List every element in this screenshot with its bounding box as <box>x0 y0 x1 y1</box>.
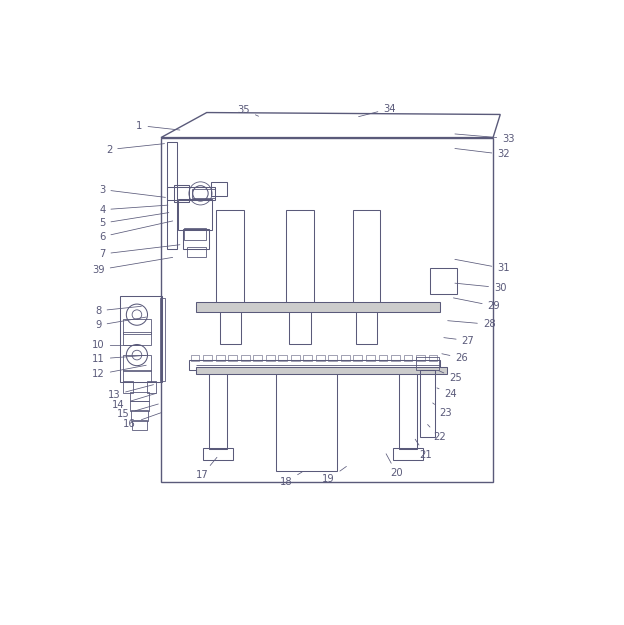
Text: 22: 22 <box>427 424 446 442</box>
Bar <box>431 268 457 294</box>
Bar <box>167 187 215 200</box>
Bar <box>356 305 377 344</box>
Bar <box>276 367 337 471</box>
Bar <box>183 229 209 249</box>
Bar <box>379 354 387 361</box>
Bar <box>420 369 436 437</box>
Text: 1: 1 <box>136 121 180 131</box>
Text: 39: 39 <box>92 258 173 275</box>
Text: 21: 21 <box>415 439 432 460</box>
Text: 8: 8 <box>95 306 142 316</box>
Bar <box>328 354 337 361</box>
Text: 13: 13 <box>107 384 154 400</box>
Text: 20: 20 <box>386 454 403 479</box>
Bar <box>220 305 241 344</box>
Bar <box>393 448 423 460</box>
Bar <box>341 354 349 361</box>
Bar <box>124 332 152 346</box>
Bar <box>132 419 147 430</box>
Text: 5: 5 <box>99 213 169 228</box>
Bar <box>192 189 215 198</box>
Bar <box>429 354 437 361</box>
Bar <box>303 354 312 361</box>
Bar <box>203 448 233 460</box>
Text: 24: 24 <box>437 388 457 399</box>
Bar <box>290 305 311 344</box>
Bar <box>130 401 149 411</box>
Bar <box>187 248 206 257</box>
Text: 34: 34 <box>359 104 396 117</box>
Bar <box>178 199 212 230</box>
Bar <box>196 367 447 374</box>
Bar <box>291 354 300 361</box>
Bar <box>161 138 493 482</box>
Text: 31: 31 <box>455 259 510 274</box>
Text: 9: 9 <box>95 317 146 330</box>
Bar <box>124 370 152 382</box>
Bar <box>241 354 250 361</box>
Text: 32: 32 <box>455 149 510 159</box>
Text: 15: 15 <box>117 404 158 419</box>
Bar <box>131 410 148 421</box>
Bar <box>167 142 177 249</box>
Text: 18: 18 <box>280 472 302 487</box>
Text: 27: 27 <box>444 336 474 346</box>
Bar <box>209 369 227 449</box>
Bar <box>404 354 412 361</box>
Text: 14: 14 <box>112 393 156 409</box>
Text: 11: 11 <box>92 354 146 364</box>
Bar <box>160 298 165 381</box>
Text: 35: 35 <box>238 104 258 116</box>
Bar <box>399 369 417 449</box>
Text: 12: 12 <box>92 365 146 379</box>
Bar <box>175 185 189 202</box>
Bar <box>120 296 162 382</box>
Text: 10: 10 <box>92 341 142 351</box>
Bar <box>216 354 225 361</box>
Bar <box>124 354 152 371</box>
Bar <box>147 381 156 392</box>
Bar <box>253 354 262 361</box>
Text: 2: 2 <box>106 144 165 154</box>
Bar <box>210 182 227 196</box>
Bar <box>184 228 206 239</box>
Text: 3: 3 <box>99 184 165 198</box>
Bar <box>189 360 440 369</box>
Bar <box>217 210 244 306</box>
Bar <box>266 354 275 361</box>
Bar <box>353 210 381 306</box>
Text: 25: 25 <box>439 371 462 383</box>
Bar <box>196 302 440 312</box>
Text: 17: 17 <box>195 458 217 481</box>
Bar <box>191 354 200 361</box>
Text: 29: 29 <box>454 298 500 311</box>
Bar <box>286 210 314 306</box>
Bar <box>228 354 237 361</box>
Bar <box>316 354 324 361</box>
Bar <box>416 354 425 361</box>
Text: 23: 23 <box>432 403 452 418</box>
Text: 28: 28 <box>447 319 495 329</box>
Bar <box>124 381 133 392</box>
Text: 6: 6 <box>99 221 173 242</box>
Bar <box>124 319 152 334</box>
Bar <box>130 392 149 401</box>
Bar <box>203 354 212 361</box>
Bar <box>278 354 287 361</box>
Text: 19: 19 <box>322 466 346 484</box>
Text: 4: 4 <box>99 205 168 215</box>
Text: 26: 26 <box>442 353 468 363</box>
Bar <box>353 354 362 361</box>
Bar <box>366 354 374 361</box>
Text: 33: 33 <box>455 134 515 144</box>
Bar <box>416 357 439 369</box>
Text: 7: 7 <box>99 245 180 259</box>
Bar <box>391 354 400 361</box>
Text: 30: 30 <box>455 282 507 292</box>
Text: 16: 16 <box>124 412 161 429</box>
